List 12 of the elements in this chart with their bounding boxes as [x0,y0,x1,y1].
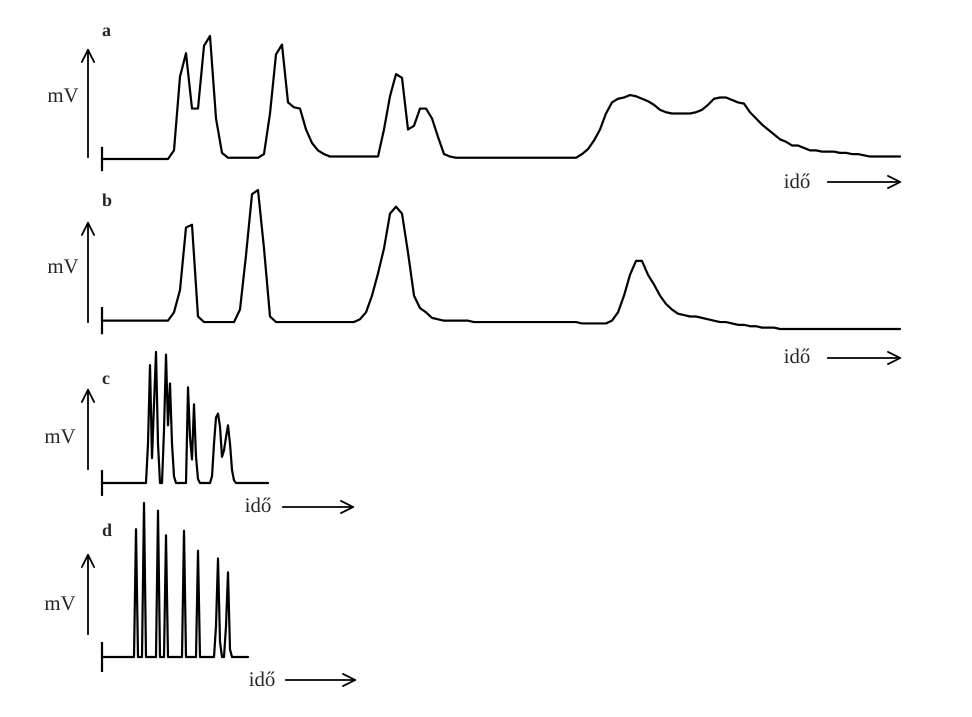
x-axis-title: idő [245,498,271,512]
y-axis-title: mV [44,429,76,444]
chart-title: b [102,193,112,206]
x-axis-title: idő [784,348,810,364]
y-axis-title: mV [48,259,78,274]
chart-title: a [102,28,111,36]
y-axis-title: mV [44,596,76,610]
x-axis-title: idő [249,672,275,686]
y-axis-title: mV [48,88,78,102]
text: c [102,376,110,384]
text: d [102,523,112,536]
x-axis-title: idő [784,174,810,188]
